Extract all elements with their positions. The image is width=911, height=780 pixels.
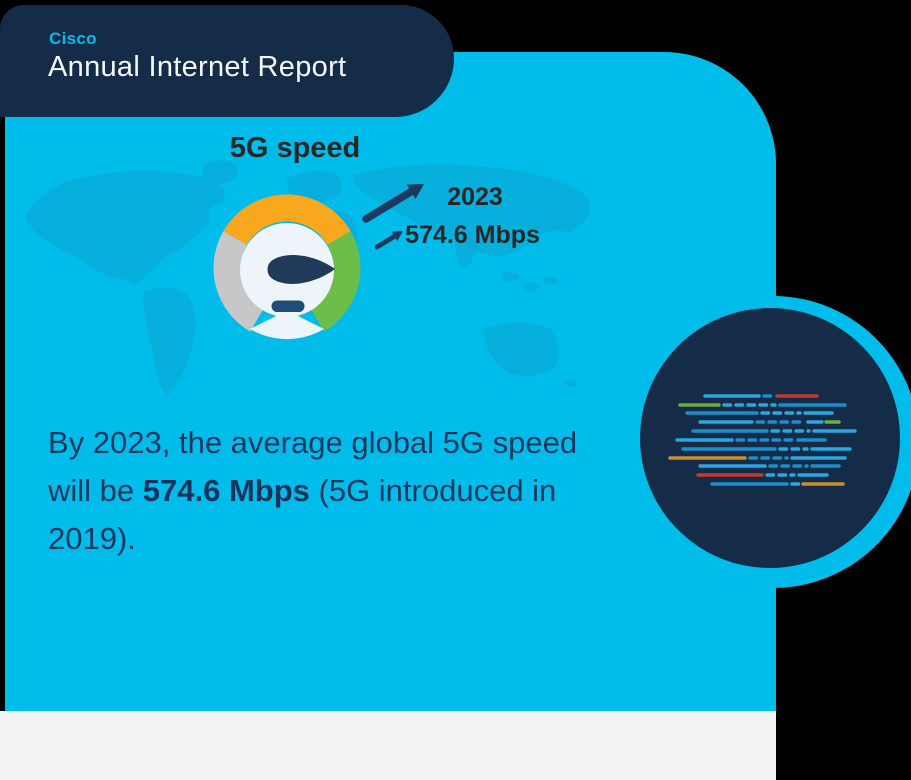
summary-text: By 2023, the average global 5G speed wil… [48,419,603,563]
callout-value: 574.6 Mbps [405,221,540,249]
report-title: Annual Internet Report [48,51,347,83]
gauge-gray-segment [213,231,265,332]
summary-prefix: By 2023, the average global 5G speed wil… [48,425,578,508]
circle-body [640,308,900,568]
footer-strip [0,711,776,780]
gauge-needle [267,255,335,284]
cisco-logo: Cisco [49,29,97,48]
growth-arrows-icon [362,184,424,250]
summary-highlight: 574.6 Mbps [142,473,310,508]
summary-suffix: (5G introduced in 2019). [48,473,557,556]
gauge-orange-segment [223,194,351,246]
data-stream-circle [627,296,911,588]
data-stream-lines-icon [668,394,857,486]
gauge-dash [271,300,305,312]
section-title: 5G speed [229,132,361,164]
speedometer-icon [213,194,361,340]
callout-year: 2023 [447,183,503,211]
header-banner: Cisco Annual Internet Report [0,5,454,117]
gauge-green-segment [309,231,361,332]
